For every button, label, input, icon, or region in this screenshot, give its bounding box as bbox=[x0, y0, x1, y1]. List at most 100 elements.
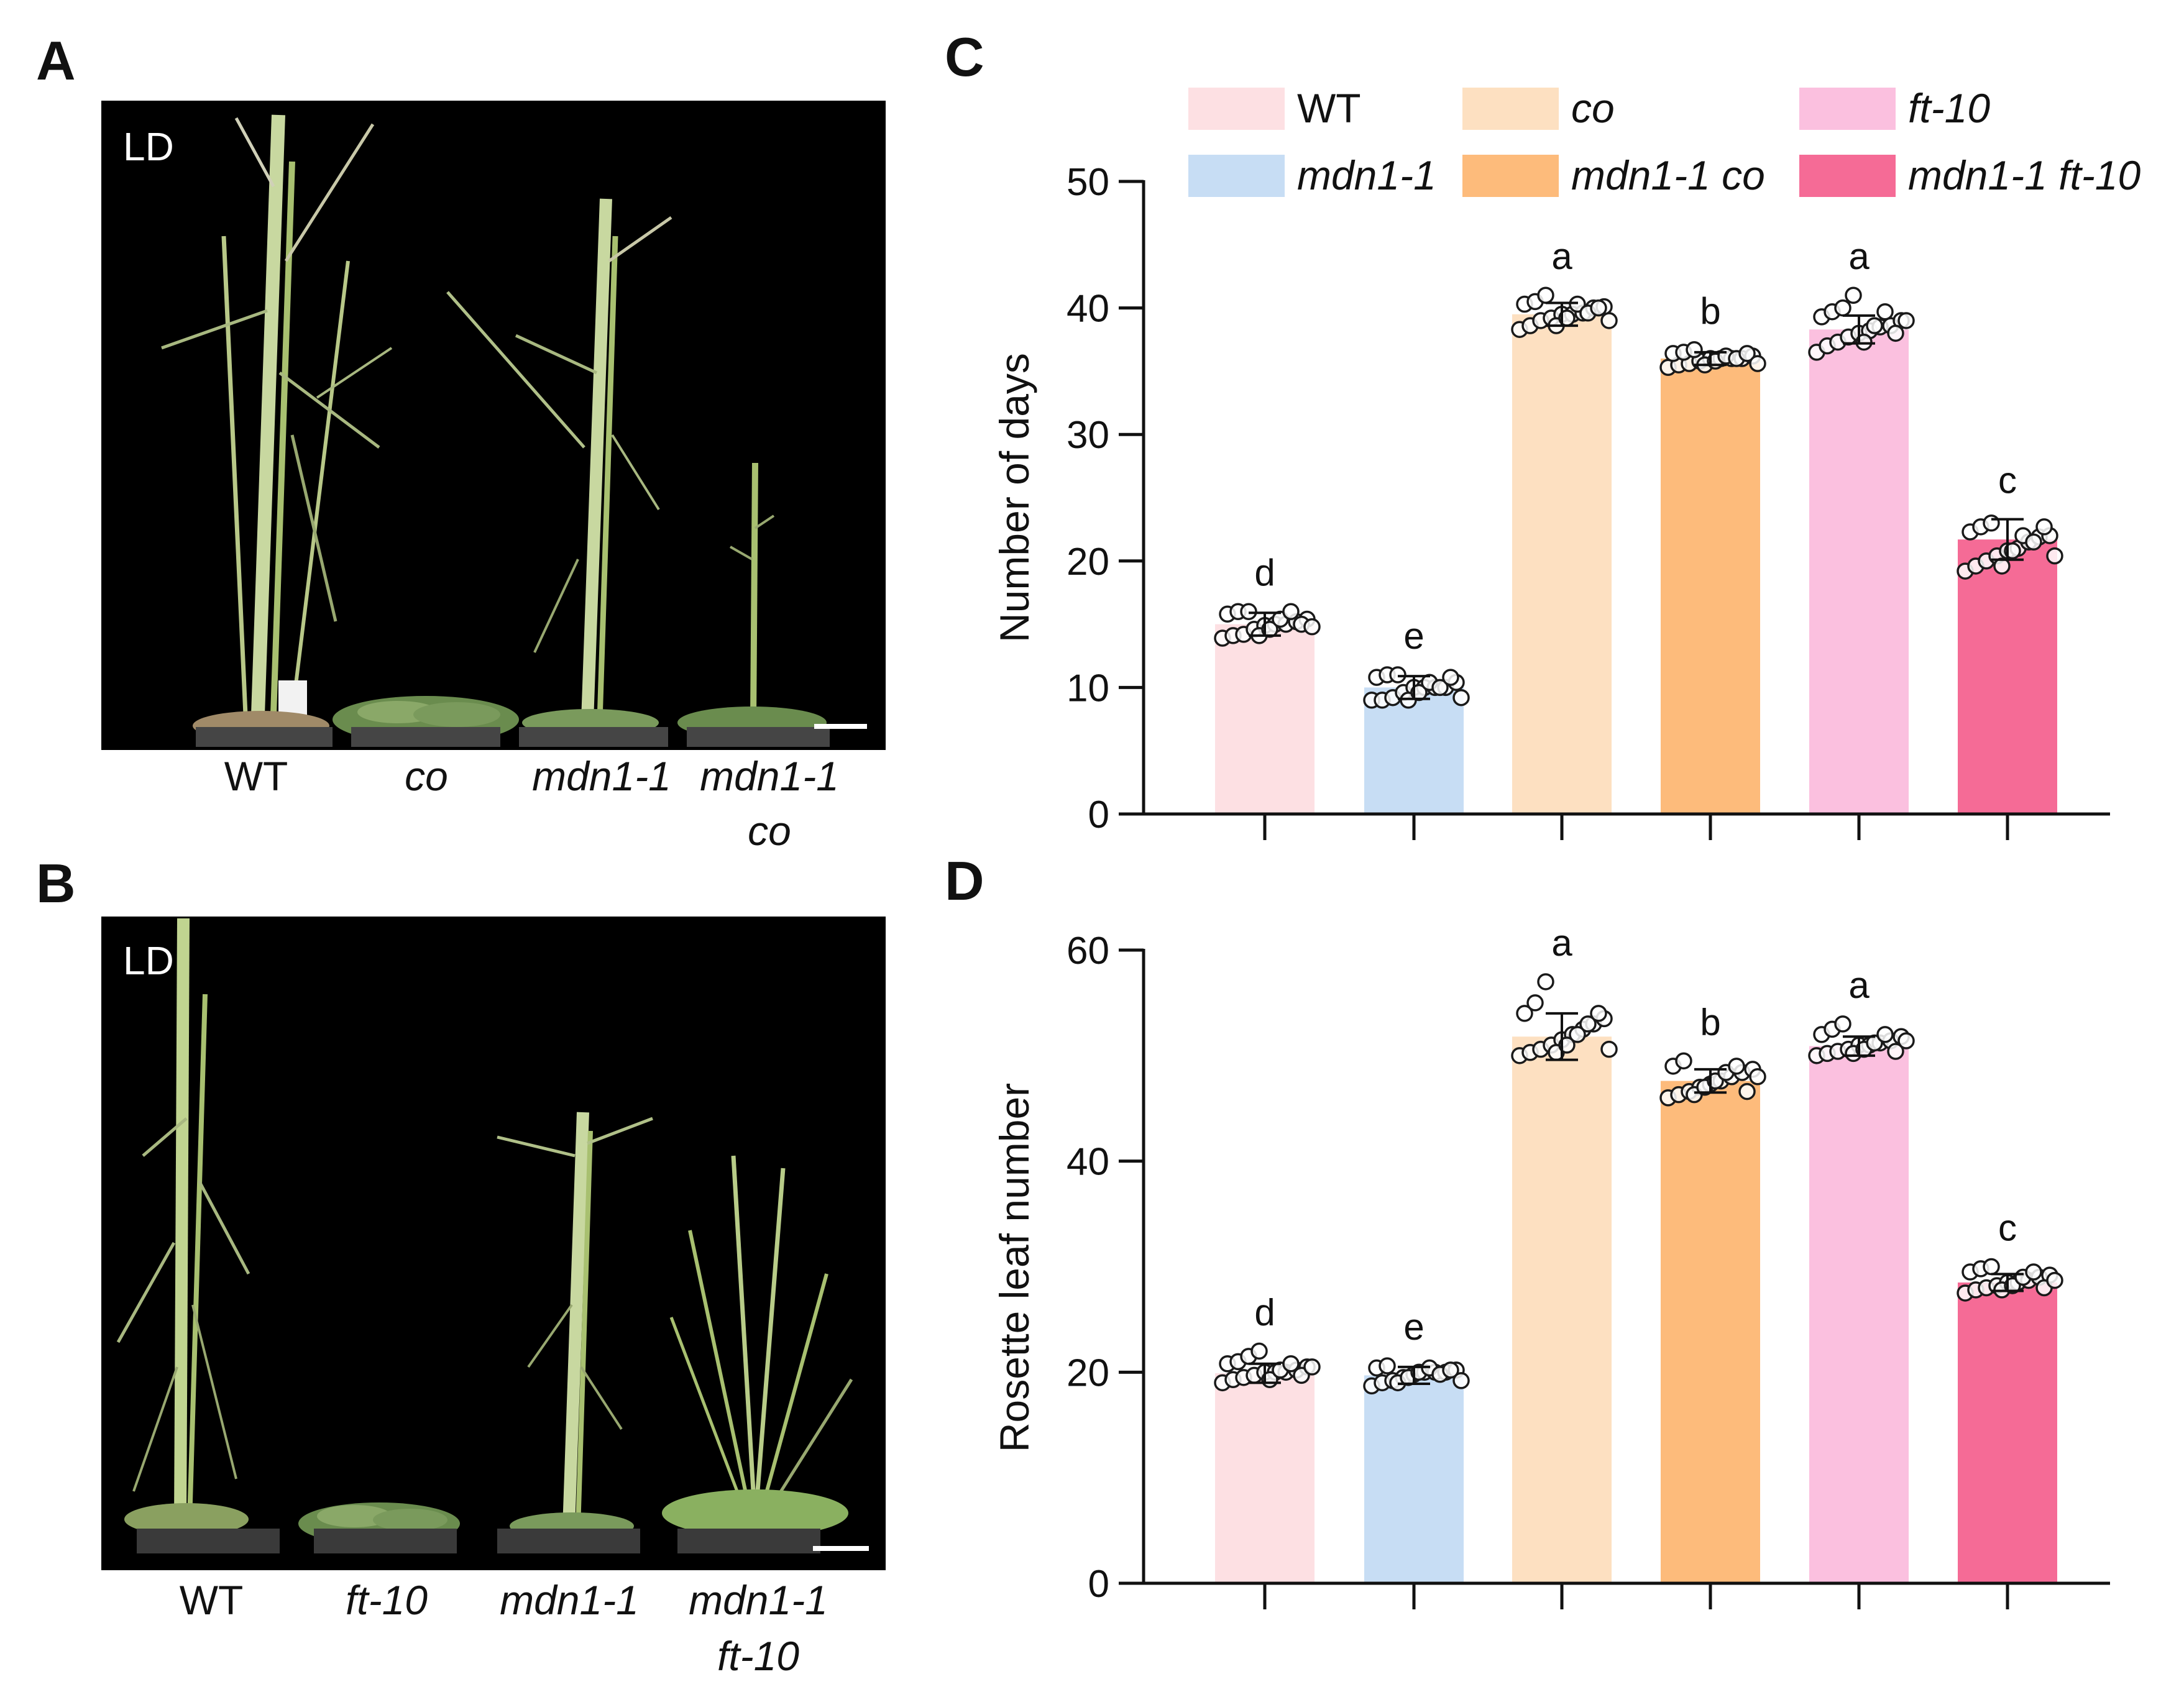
y-tick-label-c-10: 10 bbox=[1067, 667, 1109, 710]
point-d-wt-12 bbox=[1250, 1342, 1268, 1360]
chart-d: d e a b a c 0 20 40 60 Rosette leaf number bbox=[991, 922, 2110, 1609]
pot-a-2 bbox=[351, 727, 500, 747]
point-d-ft-10-15 bbox=[1876, 1026, 1894, 1043]
legend-label-mdn1-1-ft-10: mdn1-1 ft-10 bbox=[1908, 152, 2140, 198]
legend-label-mdn1-1-co: mdn1-1 co bbox=[1571, 152, 1765, 198]
point-d-ft-10-16 bbox=[1887, 1043, 1904, 1060]
y-tick-label-d-0: 0 bbox=[1088, 1563, 1109, 1606]
point-c-mdn1-1-co-11 bbox=[1686, 341, 1703, 359]
point-c-mdn1-1-ft-10-11 bbox=[1983, 514, 2000, 532]
genotype-label-b-mdn1-1: mdn1-1 bbox=[500, 1577, 639, 1623]
y-tick-label-c-50: 50 bbox=[1067, 161, 1109, 204]
y-tick-label-d-60: 60 bbox=[1067, 930, 1109, 972]
significance-letter-c-wt: d bbox=[1254, 552, 1275, 593]
photo-a-background bbox=[101, 101, 886, 750]
pot-a-1 bbox=[196, 727, 333, 747]
condition-label-b: LD bbox=[123, 938, 174, 983]
pot-b-3 bbox=[497, 1529, 640, 1553]
point-d-mdn1-1-ft-10-17 bbox=[2046, 1271, 2063, 1289]
legend: WT co ft-10 mdn1-1 mdn1-1 co mdn1-1 ft-10 bbox=[1188, 85, 2140, 198]
point-d-mdn1-1-17 bbox=[1452, 1372, 1470, 1389]
point-c-ft-10-17 bbox=[1897, 312, 1915, 329]
legend-label-ft-10: ft-10 bbox=[1908, 85, 1990, 131]
genotype-labels-a: WT co mdn1-1 mdn1-1 co bbox=[224, 753, 839, 854]
pot-a-3 bbox=[519, 727, 668, 747]
point-d-co-10 bbox=[1526, 994, 1544, 1012]
legend-swatch-ft-10 bbox=[1799, 88, 1896, 130]
pot-b-4 bbox=[677, 1529, 820, 1553]
y-axis-label-c: Number of days bbox=[991, 353, 1037, 643]
pot-b-1 bbox=[137, 1529, 280, 1553]
scale-bar-b bbox=[813, 1546, 869, 1551]
point-d-mdn1-1-10 bbox=[1379, 1357, 1396, 1374]
genotype-label-b-ft-10: ft-10 bbox=[346, 1577, 428, 1623]
plant-mdn1-1-ft-10-b bbox=[662, 1155, 853, 1537]
point-d-co-17 bbox=[1600, 1040, 1618, 1058]
point-c-mdn1-1-co-16 bbox=[1738, 345, 1756, 362]
genotype-label-a-wt: WT bbox=[224, 753, 288, 799]
point-c-co-14 bbox=[1569, 295, 1586, 313]
point-d-co-15 bbox=[1579, 1015, 1597, 1033]
significance-letter-c-mdn1-1-co: b bbox=[1700, 290, 1720, 332]
point-d-mdn1-1-co-10 bbox=[1675, 1052, 1692, 1070]
bar-c-mdn1-1 bbox=[1364, 687, 1464, 814]
genotype-label-a-mdn1-1-co-line2: co bbox=[748, 808, 791, 854]
point-d-mdn1-1-co-16 bbox=[1738, 1082, 1756, 1100]
bar-d-mdn1-1-co bbox=[1661, 1081, 1760, 1583]
point-c-mdn1-1-co-17 bbox=[1749, 355, 1766, 372]
y-tick-label-d-20: 20 bbox=[1067, 1351, 1109, 1394]
bar-c-mdn1-1-ft-10 bbox=[1958, 539, 2057, 814]
photo-b: LD bbox=[101, 917, 886, 1570]
chart-c: d e a b a c 0 10 20 30 40 50 Number of days bbox=[991, 161, 2110, 840]
point-d-wt-15 bbox=[1282, 1355, 1300, 1373]
point-c-mdn1-1-11 bbox=[1389, 666, 1406, 684]
bar-d-wt bbox=[1215, 1373, 1315, 1583]
point-c-co-11 bbox=[1537, 286, 1554, 304]
point-c-ft-10-11 bbox=[1834, 299, 1851, 317]
bar-c-mdn1-1-co bbox=[1661, 359, 1760, 814]
plant-mdn1-1-a bbox=[446, 198, 672, 736]
panel-letter-b: B bbox=[36, 853, 76, 914]
point-d-mdn1-1-ft-10-11 bbox=[1983, 1258, 2000, 1276]
point-c-wt-11 bbox=[1240, 603, 1257, 620]
legend-swatch-mdn1-1 bbox=[1188, 155, 1285, 197]
point-c-ft-10-15 bbox=[1876, 303, 1894, 321]
photo-a: LD bbox=[101, 101, 886, 750]
point-d-co-11 bbox=[1537, 973, 1554, 990]
point-c-mdn1-1-17 bbox=[1452, 688, 1470, 707]
genotype-label-a-mdn1-1-co-line1: mdn1-1 bbox=[700, 753, 839, 799]
significance-letter-c-ft-10: a bbox=[1848, 236, 1870, 277]
point-d-ft-10-11 bbox=[1834, 1015, 1851, 1033]
panel-letter-c: C bbox=[945, 26, 984, 88]
point-c-wt-15 bbox=[1282, 603, 1300, 620]
point-d-co-14 bbox=[1569, 1026, 1586, 1043]
point-d-mdn1-1-16 bbox=[1442, 1361, 1459, 1379]
significance-letter-d-wt: d bbox=[1254, 1291, 1275, 1333]
point-c-mdn1-1-16 bbox=[1442, 669, 1459, 686]
legend-swatch-co bbox=[1462, 88, 1559, 130]
bar-d-ft-10 bbox=[1809, 1046, 1909, 1583]
point-c-ft-10-14 bbox=[1866, 317, 1883, 334]
point-d-mdn1-1-co-17 bbox=[1749, 1068, 1766, 1086]
genotype-label-b-mdn1-1-ft-10-line1: mdn1-1 bbox=[689, 1577, 828, 1623]
point-c-mdn1-1-ft-10-17 bbox=[2046, 547, 2063, 565]
point-c-wt-17 bbox=[1303, 618, 1321, 636]
significance-letter-d-mdn1-1-ft-10: c bbox=[1998, 1207, 2017, 1249]
point-d-co-16 bbox=[1590, 1005, 1607, 1022]
legend-swatch-wt bbox=[1188, 88, 1285, 130]
genotype-label-a-co: co bbox=[405, 753, 448, 799]
point-d-co-9 bbox=[1516, 1005, 1533, 1022]
significance-letter-d-mdn1-1: e bbox=[1403, 1306, 1424, 1348]
point-c-ft-10-12 bbox=[1845, 286, 1862, 304]
bar-d-mdn1-1-ft-10 bbox=[1958, 1282, 2057, 1583]
y-tick-label-d-40: 40 bbox=[1067, 1141, 1109, 1184]
bar-c-wt bbox=[1215, 624, 1315, 814]
point-c-ft-10-16 bbox=[1887, 324, 1904, 342]
legend-swatch-mdn1-1-co bbox=[1462, 155, 1559, 197]
point-d-mdn1-1-co-15 bbox=[1728, 1058, 1745, 1075]
point-d-ft-10-17 bbox=[1897, 1032, 1915, 1049]
condition-label-a: LD bbox=[123, 124, 174, 169]
y-axis-label-d: Rosette leaf number bbox=[991, 1083, 1037, 1452]
bar-c-ft-10 bbox=[1809, 329, 1909, 814]
plant-wt-a bbox=[161, 114, 393, 741]
